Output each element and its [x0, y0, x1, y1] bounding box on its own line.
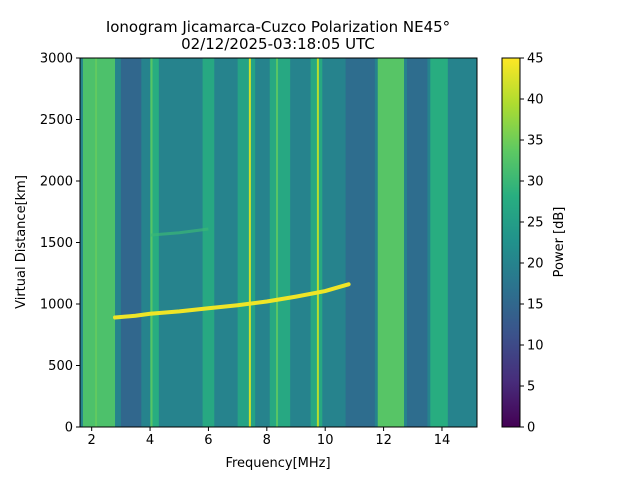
y-axis-label: Virtual Distance[km] — [14, 175, 29, 309]
spectral-band — [269, 58, 291, 427]
spectral-band — [406, 58, 428, 427]
colorbar-tick-label: 20 — [527, 257, 544, 272]
chart-title: Ionogram Jicamarca-Cuzco Polarization NE… — [106, 18, 450, 36]
x-tick-label: 10 — [317, 433, 334, 448]
faint-echo-trace — [149, 227, 209, 237]
colorbar-tick-label: 35 — [527, 134, 544, 149]
x-tick-label: 6 — [204, 433, 212, 448]
echo-trace — [113, 282, 351, 320]
spectral-band — [377, 58, 405, 427]
colorbar-tick-label: 30 — [527, 175, 544, 190]
interference-lines — [95, 58, 319, 427]
y-tick-label: 500 — [48, 359, 73, 374]
x-tick-label: 12 — [375, 433, 392, 448]
y-tick-label: 2500 — [40, 113, 73, 128]
colorbar-axis: 0 5 10 15 20 25 30 35 40 45 — [520, 52, 544, 436]
x-axis: 2 4 6 8 10 12 14 — [88, 427, 451, 448]
colorbar-label: Power [dB] — [552, 207, 567, 278]
colorbar-tick-label: 0 — [527, 421, 535, 436]
x-tick-label: 14 — [434, 433, 451, 448]
y-tick-label: 3000 — [40, 52, 73, 67]
x-tick-label: 8 — [263, 433, 271, 448]
colorbar-tick-label: 40 — [527, 93, 544, 108]
spectral-band — [150, 58, 159, 427]
y-tick-label: 1000 — [40, 298, 73, 313]
y-axis: 0 500 1000 1500 2000 2500 3000 — [40, 52, 80, 436]
spectral-band — [345, 58, 375, 427]
colorbar-tick-label: 15 — [527, 298, 544, 313]
spectral-band — [237, 58, 256, 427]
chart-subtitle: 02/12/2025-03:18:05 UTC — [181, 35, 375, 53]
x-tick-label: 2 — [88, 433, 96, 448]
colorbar-tick-label: 45 — [527, 52, 544, 67]
spectral-band — [120, 58, 142, 427]
spectral-band — [202, 58, 215, 427]
colorbar — [501, 57, 521, 428]
spectral-band — [310, 58, 323, 427]
y-tick-label: 2000 — [40, 175, 73, 190]
spectral-band — [82, 58, 116, 427]
heatmap — [80, 58, 477, 427]
x-axis-label: Frequency[MHz] — [225, 456, 330, 471]
y-tick-label: 0 — [65, 421, 73, 436]
spectral-band — [430, 58, 448, 427]
colorbar-tick-label: 5 — [527, 380, 535, 395]
colorbar-tick-label: 25 — [527, 216, 544, 231]
y-tick-label: 1500 — [40, 236, 73, 251]
colorbar-tick-label: 10 — [527, 339, 544, 354]
x-tick-label: 4 — [146, 433, 154, 448]
